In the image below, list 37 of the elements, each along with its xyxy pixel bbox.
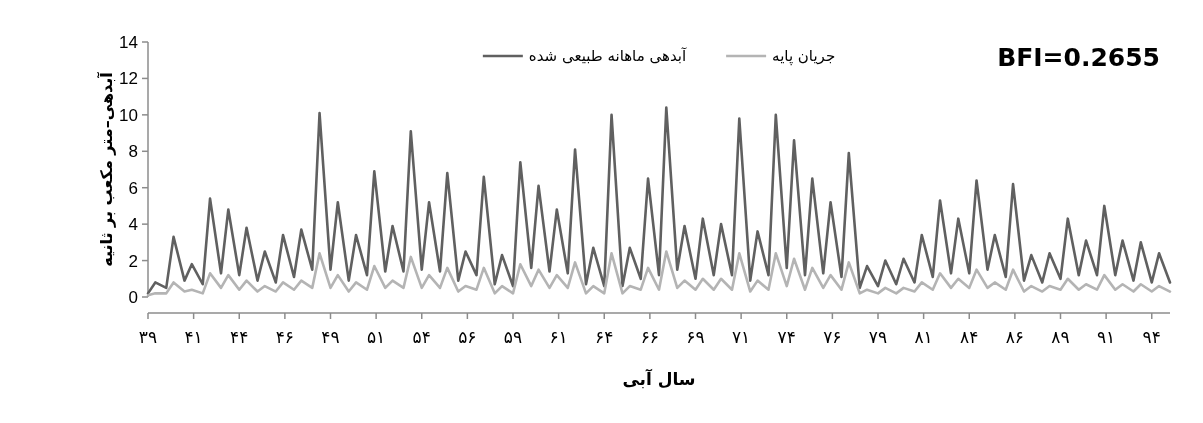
x-axis-title: سال آبی xyxy=(622,368,696,389)
x-tick-label: ۴۱ xyxy=(184,327,203,347)
x-tick-label: ۳۹ xyxy=(138,327,158,347)
x-tick-label: ۸۴ xyxy=(960,327,979,347)
x-tick-label: ۶۶ xyxy=(640,327,660,347)
y-tick-label: 2 xyxy=(128,251,138,271)
x-tick-label: ۹۱ xyxy=(1096,327,1116,347)
x-tick-label: ۸۶ xyxy=(1005,327,1025,347)
x-tick-label: ۴۹ xyxy=(321,327,340,347)
y-tick-label: 0 xyxy=(128,288,138,307)
x-tick-label: ۸۱ xyxy=(914,327,933,347)
x-tick-label: ۶۴ xyxy=(595,327,614,347)
y-tick-label: 6 xyxy=(128,178,138,198)
x-tick-label: ۶۹ xyxy=(686,327,705,347)
legend-label: آبدهی ماهانه طبیعی شده xyxy=(528,47,687,65)
x-tick-label: ۵۹ xyxy=(503,327,523,347)
x-tick-label: ۵۴ xyxy=(412,327,431,347)
x-tick-label: ۸۹ xyxy=(1051,327,1070,347)
y-tick-label: 10 xyxy=(119,105,138,125)
x-tick-label: ۵۶ xyxy=(458,327,477,347)
y-tick-label: 4 xyxy=(128,215,138,235)
x-tick-label: ۷۴ xyxy=(777,327,796,347)
x-tick-label: ۴۴ xyxy=(230,327,249,347)
x-tick-label: ۹۴ xyxy=(1142,327,1161,347)
y-axis-title: آبدهی–متر مکعب بر ثانیه xyxy=(96,71,116,267)
line-series xyxy=(146,250,1172,297)
y-tick-label: 14 xyxy=(119,33,138,52)
annotation: BFI=0.2655 xyxy=(997,43,1160,72)
x-tick-label: ۵۱ xyxy=(366,327,386,347)
y-tick-label: 12 xyxy=(119,69,138,89)
x-tick-label: ۷۶ xyxy=(823,327,842,347)
x-tick-label: ۷۱ xyxy=(731,327,751,347)
x-tick-label: ۷۹ xyxy=(868,327,888,347)
x-tick-label: ۴۶ xyxy=(275,327,295,347)
x-tick-label: ۶۱ xyxy=(549,327,568,347)
y-tick-label: 8 xyxy=(128,142,138,162)
legend-label: جریان پایه xyxy=(772,47,836,66)
